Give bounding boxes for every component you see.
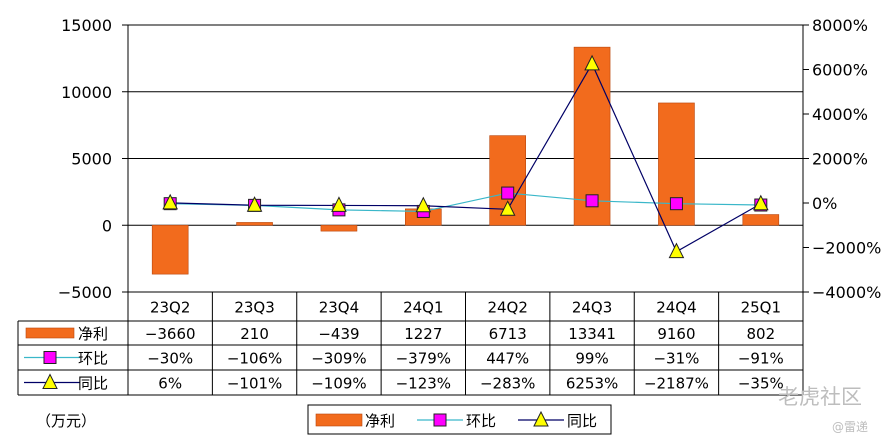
- data-table: 23Q2 23Q3 23Q4 24Q1 24Q2 24Q3 24Q4 25Q1 净利 −3660 2…: [17, 291, 804, 396]
- left-tick-label: 5000: [71, 150, 112, 169]
- table-cell-value: −123%: [396, 375, 451, 393]
- table-cell-value: −35%: [738, 375, 784, 393]
- table-cell-value: −31%: [653, 350, 699, 368]
- triangle-marker: [499, 200, 516, 216]
- bar: [236, 222, 273, 226]
- bar: [742, 214, 780, 226]
- right-tick-label: 0%: [812, 194, 837, 213]
- category-label: 24Q3: [572, 299, 612, 317]
- right-tick-label: 6000%: [812, 61, 868, 80]
- triangle-marker: [753, 194, 769, 211]
- table-cell-value: −439: [318, 325, 359, 343]
- row-key-bar: [25, 327, 75, 339]
- right-tick-label: −2000%: [812, 239, 881, 258]
- series-line: [170, 62, 762, 253]
- table-cell-value: 6253%: [566, 375, 618, 393]
- table-cell-value: −379%: [396, 350, 451, 368]
- left-tick-label: 10000: [61, 83, 112, 102]
- table-cell-value: 210: [240, 325, 269, 343]
- category-label: 24Q1: [403, 299, 443, 317]
- category-label: 23Q4: [319, 299, 359, 317]
- left-tick-label: 15000: [61, 16, 112, 35]
- legend-label: 同比: [567, 412, 597, 430]
- square-marker: [669, 197, 683, 211]
- axes: 15000 10000 5000 0 −5000 8000% 6000% 4000% 2000%…: [58, 16, 881, 302]
- category-label: 23Q2: [150, 299, 190, 317]
- legend-label: 环比: [466, 412, 496, 430]
- table-cell-value: −309%: [311, 350, 366, 368]
- table-cell-value: 13341: [568, 325, 616, 343]
- right-tick-label: 2000%: [812, 150, 868, 169]
- square-marker: [585, 194, 599, 208]
- triangle-marker: [415, 196, 432, 213]
- square-marker: [501, 186, 515, 200]
- table-cell-value: 6713: [489, 325, 527, 343]
- triangle-marker: [246, 196, 263, 212]
- row-series-name: 同比: [78, 375, 108, 393]
- category-label: 25Q1: [741, 299, 781, 317]
- right-tick-label: 4000%: [812, 105, 868, 124]
- table-cell-value: −283%: [480, 375, 535, 393]
- legend-label: 净利: [365, 412, 395, 430]
- left-tick-label: −5000: [58, 283, 112, 302]
- watermark-author: @雷递: [832, 420, 869, 434]
- left-tick-label: 0: [102, 216, 112, 235]
- table-cell-value: −109%: [311, 375, 366, 393]
- bar: [151, 224, 189, 275]
- category-label: 24Q2: [487, 299, 527, 317]
- table-cell-value: 9160: [657, 325, 695, 343]
- triangle-marker: [42, 373, 58, 389]
- category-label: 24Q4: [656, 299, 696, 317]
- table-cell-value: 99%: [575, 350, 608, 368]
- table-cell-value: −106%: [227, 350, 282, 368]
- unit-label: （万元）: [36, 412, 96, 430]
- bar-series-net-profit: [151, 46, 780, 275]
- table-cell-value: 6%: [158, 375, 182, 393]
- triangle-marker: [584, 54, 600, 71]
- legend-key-bar: [315, 413, 363, 427]
- watermark-tiger: 老虎社区: [778, 385, 862, 409]
- line-series: [162, 54, 769, 259]
- triangle-marker: [331, 196, 347, 212]
- square-marker: [433, 413, 447, 427]
- triangle-marker: [162, 193, 178, 210]
- right-tick-label: 8000%: [812, 16, 868, 35]
- table-cell-value: −91%: [738, 350, 784, 368]
- square-marker: [43, 351, 57, 364]
- table-cell-value: −3660: [145, 325, 196, 343]
- table-cell-value: −2187%: [644, 375, 709, 393]
- table-cell-value: −30%: [147, 350, 193, 368]
- triangle-marker: [668, 242, 685, 259]
- row-series-name: 净利: [78, 325, 108, 343]
- series-line: [170, 192, 761, 213]
- category-label: 23Q3: [234, 299, 274, 317]
- row-series-name: 环比: [78, 350, 108, 368]
- table-cell-value: 447%: [486, 350, 529, 368]
- legend: 净利 环比 同比: [307, 404, 612, 435]
- gridlines: [128, 24, 803, 293]
- table-cell-value: −101%: [227, 375, 282, 393]
- table-cell-value: 1227: [404, 325, 442, 343]
- table-cell-value: 802: [746, 325, 775, 343]
- triangle-marker: [533, 410, 549, 427]
- right-tick-label: −4000%: [812, 283, 881, 302]
- bar: [320, 224, 358, 232]
